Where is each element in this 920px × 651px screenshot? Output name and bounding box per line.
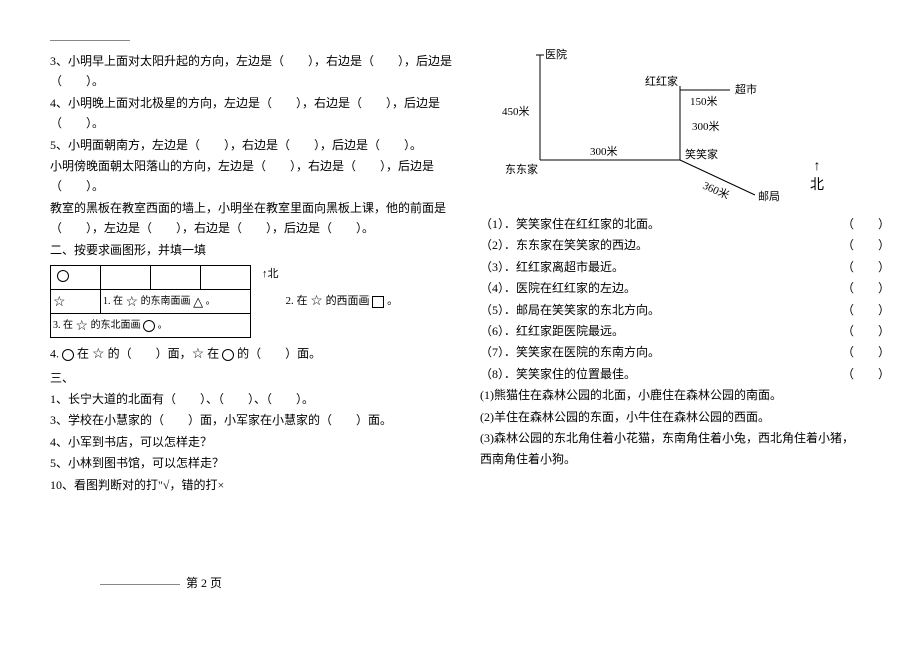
desc1: (1)熊猫住在森林公园的北面，小鹿住在森林公园的南面。 bbox=[480, 385, 890, 405]
q5c: 教室的黑板在教室西面的墙上，小明坐在教室里面向黑板上课，他的前面是（ ），左边是… bbox=[50, 198, 455, 239]
right-column: 医院 红红家 超市 东东家 笑笑家 邮局 450米 150米 300米 300米… bbox=[470, 40, 890, 496]
map-d300b: 300米 bbox=[590, 145, 618, 158]
desc2: (2)羊住在森林公园的东面，小牛住在森林公园的西面。 bbox=[480, 407, 890, 427]
map-d300a: 300米 bbox=[692, 120, 720, 133]
judge-row: （7）．笑笑家在医院的东南方向。（ ） bbox=[480, 342, 890, 362]
t10: 10、看图判断对的打"√，错的打× bbox=[50, 475, 455, 495]
grid-item4: 4. 在 ☆ 的（ ）面，☆ 在 的（ ）面。 bbox=[50, 343, 455, 367]
q4: 4、小明晚上面对北极星的方向，左边是（ ），右边是（ ），后边是（ ）。 bbox=[50, 93, 455, 134]
top-rule bbox=[50, 40, 130, 41]
q3: 3、小明早上面对太阳升起的方向，左边是（ ），右边是（ ），后边是（ ）。 bbox=[50, 51, 455, 92]
grid-r2-text: 3. 在 bbox=[53, 320, 73, 331]
judge-row: （1）．笑笑家住在红红家的北面。（ ） bbox=[480, 214, 890, 234]
desc3: (3)森林公园的东北角住着小花猫，东南角住着小兔，西北角住着小猪， bbox=[480, 428, 890, 448]
judge-row: （5）．邮局在笑笑家的东北方向。（ ） bbox=[480, 300, 890, 320]
q5a: 5、小明面朝南方，左边是（ ），右边是（ ），后边是（ ）。 bbox=[50, 135, 455, 155]
grid-r1-text: 1. 在 bbox=[103, 296, 123, 307]
north-arrow-right: ↑ 北 bbox=[810, 160, 824, 194]
map-diagram: 医院 红红家 超市 东东家 笑笑家 邮局 450米 150米 300米 300米… bbox=[480, 40, 790, 210]
t3: 3、学校在小慧家的（ ）面，小军家在小慧家的（ ）面。 bbox=[50, 410, 455, 430]
map-xiaoxiao: 笑笑家 bbox=[685, 147, 718, 161]
judge-row: （2）．东东家在笑笑家的西边。（ ） bbox=[480, 235, 890, 255]
page-footer: 第 2 页 bbox=[100, 574, 222, 591]
map-d360: 360米 bbox=[701, 179, 731, 202]
map-post: 邮局 bbox=[758, 190, 780, 203]
judge-row: （4）．医院在红红家的左边。（ ） bbox=[480, 278, 890, 298]
judge-row: （6）．红红家距医院最远。（ ） bbox=[480, 321, 890, 341]
north-arrow-left: ↑北 bbox=[262, 265, 279, 281]
section-3-title: 三、 bbox=[50, 368, 455, 388]
star-icon: ☆ bbox=[53, 294, 66, 311]
map-hospital: 医院 bbox=[545, 47, 567, 61]
map-dongdong: 东东家 bbox=[505, 162, 538, 176]
desc3b: 西南角住着小狗。 bbox=[480, 449, 890, 469]
grid-item2: 2. 在 ☆ 的西面画 。 bbox=[286, 295, 399, 307]
grid-table: ☆ 1. 在 ☆ 的东南面画 △ 。 3. 在 ☆ 的东北面画 bbox=[50, 265, 251, 338]
grid-diagram: ☆ 1. 在 ☆ 的东南面画 △ 。 3. 在 ☆ 的东北面画 bbox=[50, 265, 455, 338]
left-column: 3、小明早上面对太阳升起的方向，左边是（ ），右边是（ ），后边是（ ）。 4、… bbox=[50, 40, 470, 496]
map-d150: 150米 bbox=[690, 95, 718, 108]
t1: 1、长宁大道的北面有（ ）、（ ）、（ ）。 bbox=[50, 389, 455, 409]
map-supermarket: 超市 bbox=[735, 82, 757, 96]
grid-r1-tail: 的东南面画 bbox=[141, 296, 191, 307]
q5b: 小明傍晚面朝太阳落山的方向，左边是（ ），右边是（ ），后边是（ ）。 bbox=[50, 156, 455, 197]
judgement-list: （1）．笑笑家住在红红家的北面。（ ） （2）．东东家在笑笑家的西边。（ ） （… bbox=[480, 214, 890, 384]
t5: 5、小林到图书馆，可以怎样走？ bbox=[50, 453, 455, 473]
section-2-title: 二、按要求画图形，并填一填 bbox=[50, 240, 455, 260]
judge-row: （8）．笑笑家住的位置最佳。（ ） bbox=[480, 364, 890, 384]
map-honghong: 红红家 bbox=[645, 74, 678, 88]
judge-row: （3）．红红家离超市最近。（ ） bbox=[480, 257, 890, 277]
t4: 4、小军到书店，可以怎样走？ bbox=[50, 432, 455, 452]
map-d450: 450米 bbox=[502, 105, 530, 118]
grid-r2-tail: 的东北面画 bbox=[91, 320, 141, 331]
